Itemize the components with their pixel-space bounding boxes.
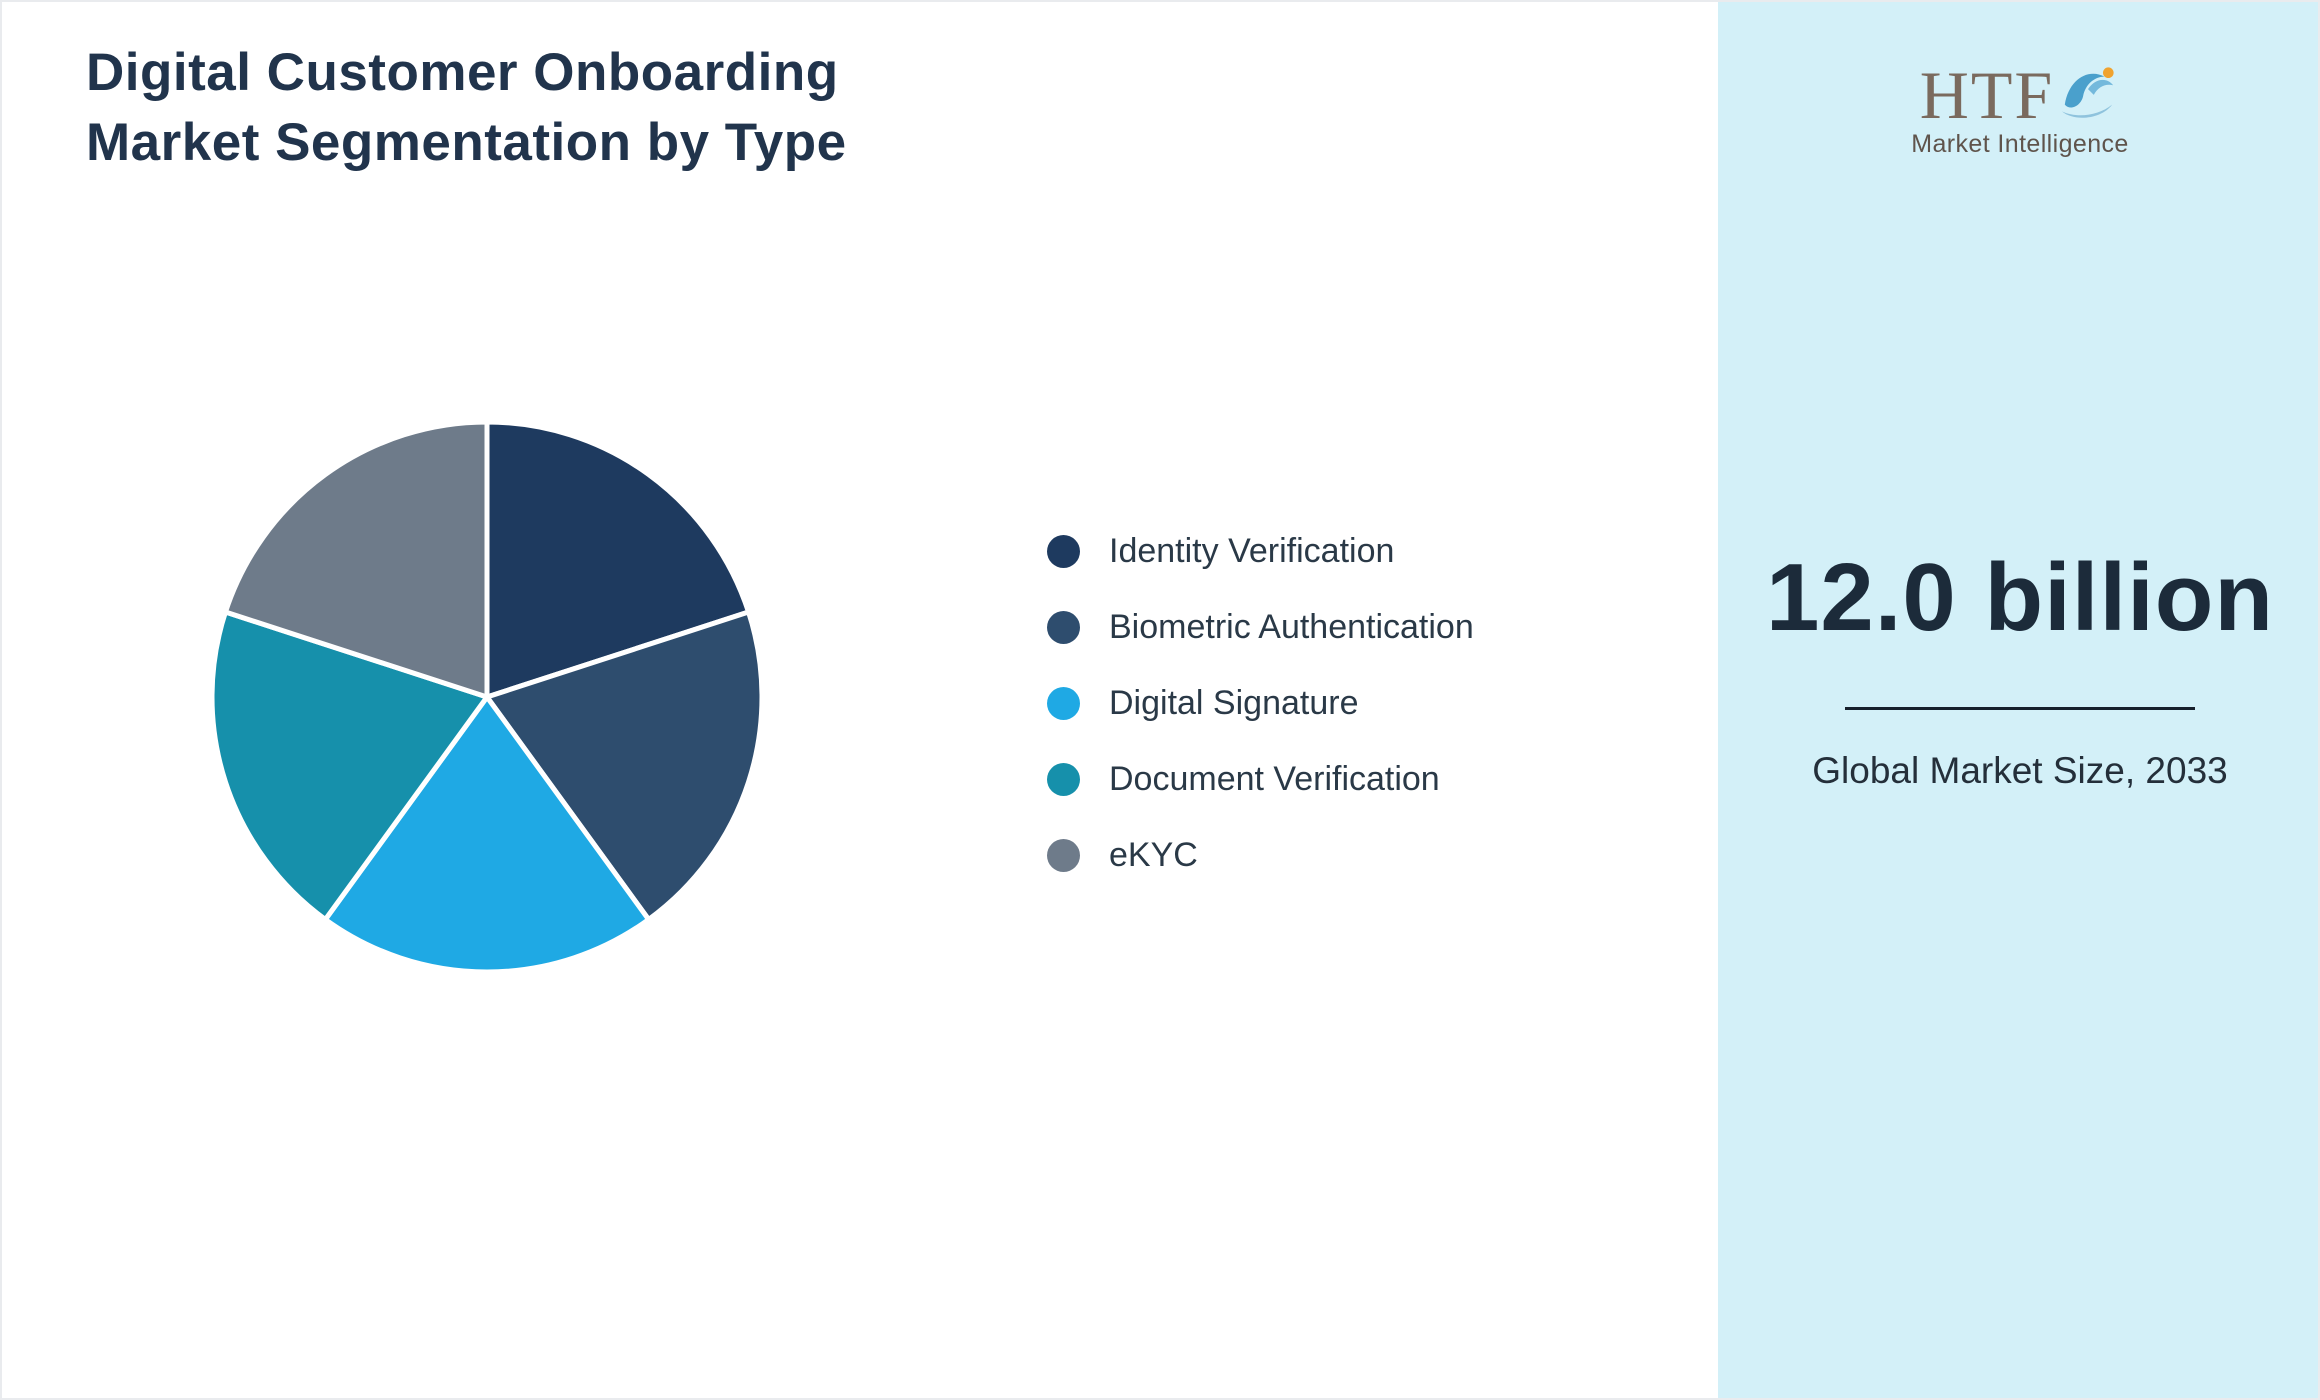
page-title: Digital Customer Onboarding Market Segme… xyxy=(86,38,847,178)
legend-label: eKYC xyxy=(1109,835,1198,874)
pie-slice-identity-verification xyxy=(484,419,752,700)
page-title-line-1: Digital Customer Onboarding xyxy=(86,43,839,102)
legend-label: Document Verification xyxy=(1109,759,1440,798)
legend-item-digital-signature: Digital Signature xyxy=(1047,665,1474,741)
htf-logo-row: HTF xyxy=(1919,57,2120,133)
legend-dot-icon xyxy=(1047,534,1080,568)
market-size-value: 12.0 billion xyxy=(1765,544,2275,651)
htf-logo: HTF Market Intelligence xyxy=(1718,57,2318,159)
legend-item-ekyc: eKYC xyxy=(1047,817,1474,893)
market-size-caption: Global Market Size, 2033 xyxy=(1812,750,2228,791)
legend-dot-icon xyxy=(1047,762,1080,796)
legend-label: Digital Signature xyxy=(1109,683,1359,722)
legend-label: Identity Verification xyxy=(1109,531,1395,570)
htf-logo-subtitle: Market Intelligence xyxy=(1911,130,2129,158)
sidebar-panel: HTF Market Intelligence 12.0 billion Glo… xyxy=(1718,2,2318,1398)
legend-label: Biometric Authentication xyxy=(1109,607,1474,646)
legend-dot-icon xyxy=(1047,686,1080,720)
legend-item-biometric-authentication: Biometric Authentication xyxy=(1047,589,1474,665)
divider xyxy=(1845,707,2195,710)
market-size-block: 12.0 billion Global Market Size, 2033 xyxy=(1718,544,2318,796)
pie-chart xyxy=(197,407,777,987)
htf-logo-text: HTF xyxy=(1919,57,2055,133)
legend-item-document-verification: Document Verification xyxy=(1047,741,1474,817)
pie-slice-document-verification xyxy=(209,609,490,922)
htf-logo-dolphin-icon xyxy=(2062,67,2114,118)
page-title-line-2: Market Segmentation by Type xyxy=(86,113,847,172)
legend-dot-icon xyxy=(1047,610,1080,644)
chart-legend: Identity Verification Biometric Authentic… xyxy=(1047,513,1474,893)
legend-dot-icon xyxy=(1047,838,1080,872)
pie-slice-digital-signature xyxy=(322,694,652,975)
pie-slice-ekyc xyxy=(222,419,490,700)
pie-chart-svg xyxy=(209,419,765,975)
pie-slice-biometric-authentication xyxy=(484,609,765,922)
legend-item-identity-verification: Identity Verification xyxy=(1047,513,1474,589)
